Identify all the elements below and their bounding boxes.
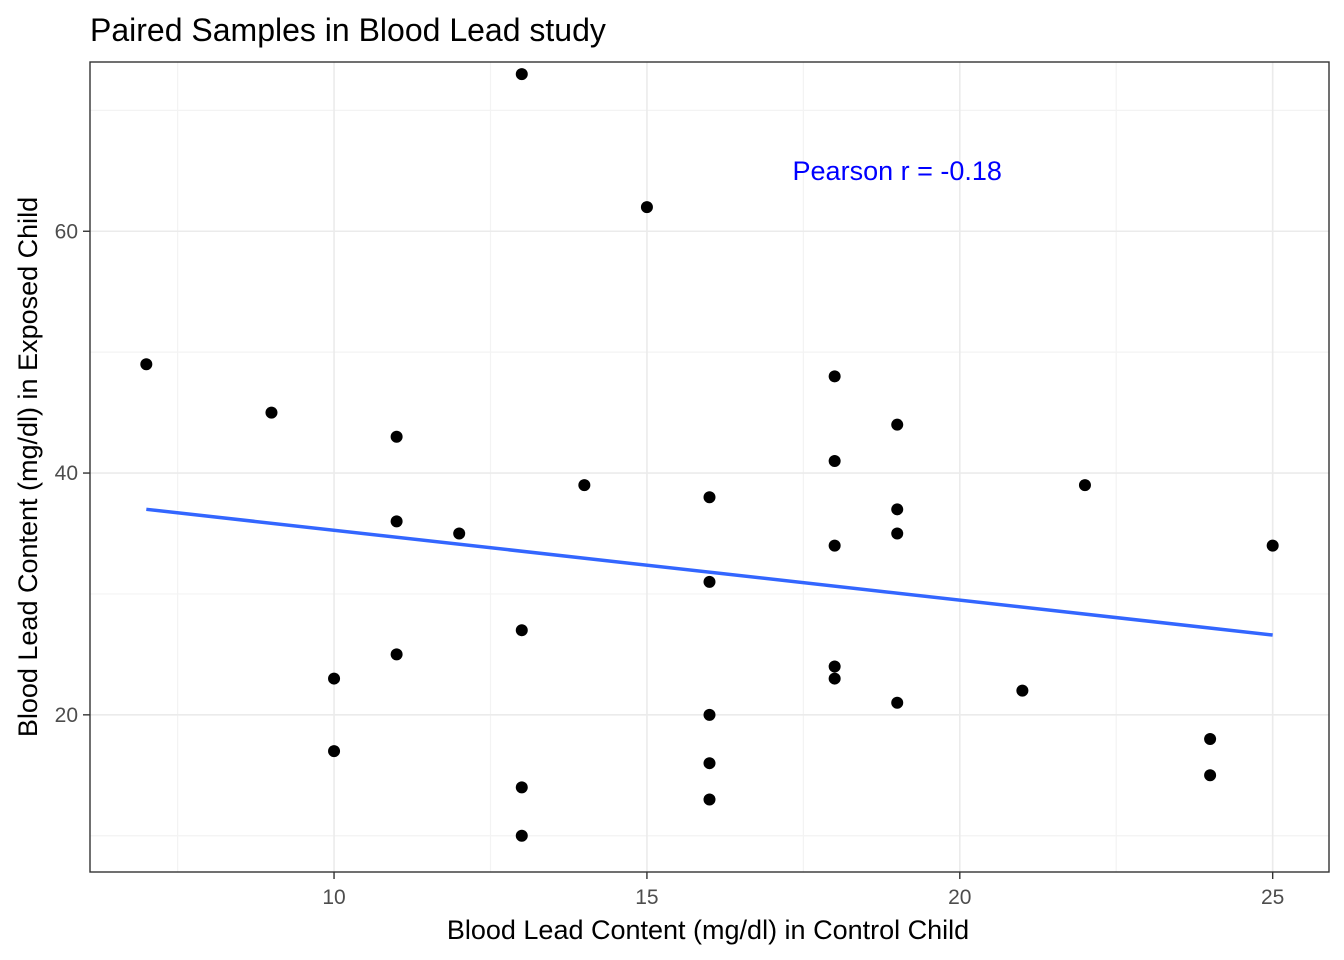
data-point bbox=[1204, 733, 1217, 746]
data-point bbox=[1204, 769, 1217, 782]
data-point bbox=[390, 430, 403, 443]
y-tick-label: 60 bbox=[55, 220, 78, 243]
data-point bbox=[703, 708, 716, 721]
data-point bbox=[515, 781, 528, 794]
data-point bbox=[140, 358, 153, 371]
data-point bbox=[891, 503, 904, 516]
minor-gridlines bbox=[90, 62, 1329, 872]
data-point bbox=[515, 624, 528, 637]
data-point bbox=[1266, 539, 1279, 552]
plot-panel: Pearson r = -0.18 bbox=[89, 61, 1330, 873]
x-axis-label: Blood Lead Content (mg/dl) in Control Ch… bbox=[447, 915, 969, 945]
panel-background bbox=[90, 62, 1329, 872]
x-tick-label: 25 bbox=[1261, 886, 1284, 909]
data-point bbox=[891, 696, 904, 709]
data-point bbox=[891, 527, 904, 540]
x-axis: 10 15 20 25 bbox=[322, 872, 1284, 909]
chart-title: Paired Samples in Blood Lead study bbox=[90, 12, 606, 48]
data-point bbox=[828, 370, 841, 383]
data-point bbox=[453, 527, 466, 540]
data-point bbox=[828, 672, 841, 685]
y-tick-label: 20 bbox=[55, 704, 78, 727]
data-point bbox=[265, 406, 278, 419]
data-point bbox=[703, 491, 716, 504]
y-axis-label: Blood Lead Content (mg/dl) in Exposed Ch… bbox=[13, 197, 43, 737]
data-point bbox=[828, 660, 841, 673]
data-point bbox=[390, 515, 403, 528]
data-point bbox=[703, 575, 716, 588]
data-point bbox=[1016, 684, 1029, 697]
data-point bbox=[703, 793, 716, 806]
data-point bbox=[328, 672, 341, 685]
data-point bbox=[578, 479, 591, 492]
y-axis: 20 40 60 bbox=[55, 220, 90, 727]
data-point bbox=[328, 745, 341, 758]
panel-border bbox=[89, 61, 1330, 873]
regression-line bbox=[146, 507, 1273, 637]
data-points bbox=[140, 68, 1279, 842]
x-tick-label: 15 bbox=[635, 886, 658, 909]
data-point bbox=[390, 648, 403, 661]
data-point bbox=[1078, 479, 1091, 492]
data-point bbox=[828, 454, 841, 467]
x-tick-label: 10 bbox=[322, 886, 345, 909]
pearson-annotation: Pearson r = -0.18 bbox=[793, 156, 1002, 186]
data-point bbox=[515, 68, 528, 81]
data-point bbox=[515, 829, 528, 842]
data-point bbox=[703, 757, 716, 770]
y-tick-label: 40 bbox=[55, 462, 78, 485]
data-point bbox=[891, 418, 904, 431]
x-tick-label: 20 bbox=[948, 886, 971, 909]
data-point bbox=[640, 201, 653, 214]
data-point bbox=[828, 539, 841, 552]
